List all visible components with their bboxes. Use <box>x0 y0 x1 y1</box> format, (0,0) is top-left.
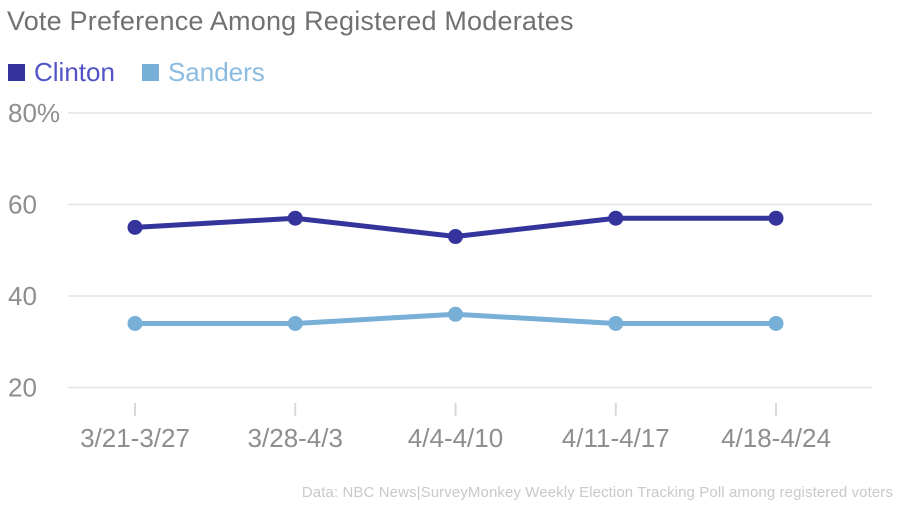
y-axis-label: 20 <box>8 373 37 403</box>
data-point-clinton[interactable] <box>127 219 143 235</box>
x-axis-label: 3/21-3/27 <box>80 423 190 453</box>
legend-swatch-icon <box>141 64 159 81</box>
y-axis-label: 60 <box>8 190 37 220</box>
chart-title: Vote Preference Among Registered Moderat… <box>7 6 574 36</box>
data-point-sanders[interactable] <box>287 315 303 331</box>
data-point-sanders[interactable] <box>608 315 624 331</box>
source-note: Data: NBC News|SurveyMonkey Weekly Elect… <box>301 484 893 501</box>
y-axis-label: 40 <box>8 281 37 311</box>
data-point-clinton[interactable] <box>448 229 463 245</box>
x-axis-label: 3/28-4/3 <box>248 423 343 453</box>
legend-label: Sanders <box>167 57 265 87</box>
x-axis-label: 4/4-4/10 <box>408 423 503 453</box>
data-point-clinton[interactable] <box>287 210 303 226</box>
data-point-sanders[interactable] <box>768 315 784 331</box>
legend-item-clinton[interactable]: Clinton <box>8 57 115 88</box>
data-point-clinton[interactable] <box>608 210 624 226</box>
y-axis-label: 80% <box>8 98 60 128</box>
data-point-sanders[interactable] <box>448 306 463 322</box>
x-axis-label: 4/18-4/24 <box>721 423 831 453</box>
data-point-sanders[interactable] <box>127 315 143 331</box>
legend-label: Clinton <box>34 57 115 87</box>
legend: Clinton Sanders <box>8 57 265 88</box>
x-axis-label: 4/11-4/17 <box>562 423 670 453</box>
legend-swatch-icon <box>8 64 25 81</box>
legend-item-sanders[interactable]: Sanders <box>141 57 265 88</box>
data-point-clinton[interactable] <box>768 210 784 226</box>
